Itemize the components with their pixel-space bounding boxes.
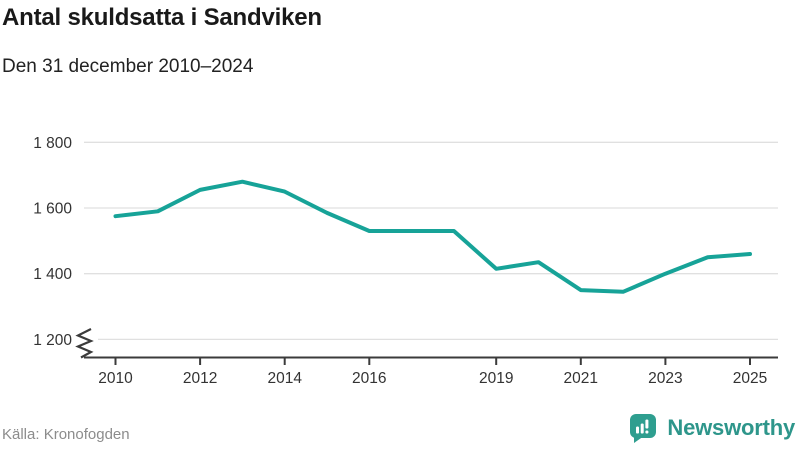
- chart-subtitle: Den 31 december 2010–2024: [2, 56, 254, 77]
- x-axis-labels: 2010 2012 2014 2016 2019 2021 2023 2025: [98, 370, 767, 387]
- x-tick-label: 2023: [648, 370, 682, 387]
- x-axis-ticks: [114, 357, 751, 365]
- y-axis-labels: 1 800 1 600 1 400 1 200: [33, 135, 72, 349]
- y-tick-label: 1 800: [33, 135, 72, 152]
- x-tick-label: 2010: [98, 370, 133, 387]
- x-tick-label: 2021: [564, 370, 598, 387]
- data-line-antal-skuldsatta: [113, 179, 752, 294]
- newsworthy-branding: Newsworthy: [629, 412, 795, 444]
- x-tick-label: 2016: [352, 370, 386, 387]
- newsworthy-logo-icon: [630, 414, 657, 443]
- newsworthy-logo-text: Newsworthy: [667, 415, 795, 440]
- y-tick-label: 1 200: [33, 332, 72, 349]
- x-tick-label: 2025: [733, 370, 767, 387]
- source-caption: Källa: Kronofogden: [2, 426, 130, 443]
- x-tick-label: 2012: [183, 370, 217, 387]
- gridlines: [84, 141, 778, 341]
- y-tick-label: 1 400: [33, 266, 72, 283]
- chart-title: Antal skuldsatta i Sandviken: [2, 4, 322, 31]
- y-axis-break-icon: [75, 328, 94, 359]
- y-tick-label: 1 600: [33, 201, 72, 218]
- x-tick-label: 2019: [479, 370, 513, 387]
- x-tick-label: 2014: [267, 370, 302, 387]
